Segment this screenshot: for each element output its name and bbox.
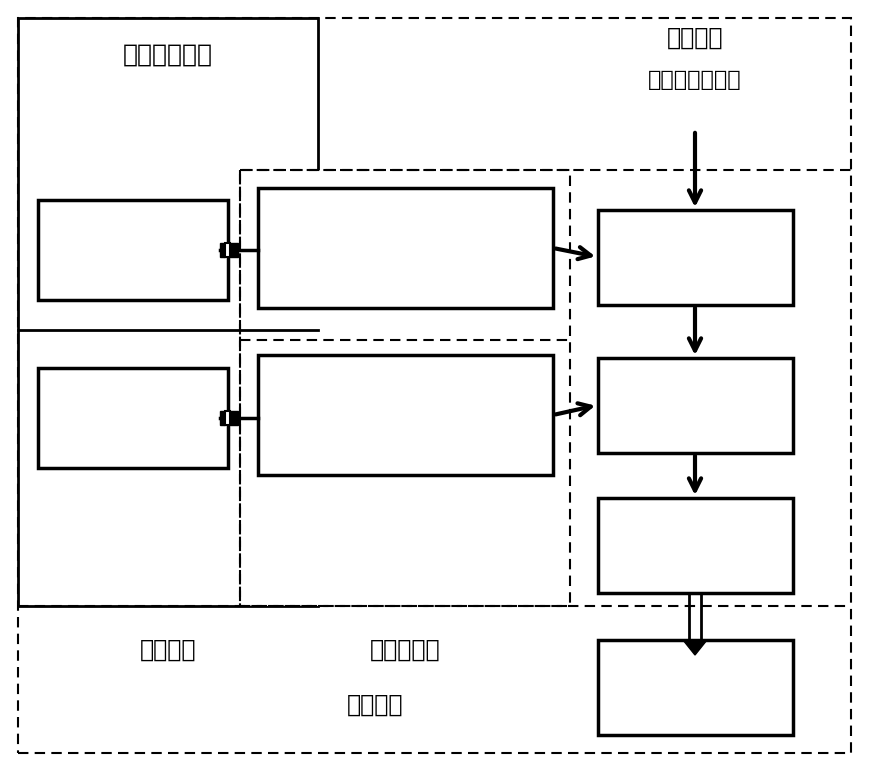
Bar xyxy=(598,210,793,305)
Bar xyxy=(598,358,793,453)
Text: 模糊判别: 模糊判别 xyxy=(666,534,726,558)
Bar xyxy=(220,243,225,257)
Bar xyxy=(220,411,225,425)
Bar xyxy=(225,411,230,425)
Bar xyxy=(240,170,570,606)
Text: 小波分解: 小波分解 xyxy=(379,225,432,245)
Text: 主导变量: 主导变量 xyxy=(347,693,403,717)
Text: 特征値提取: 特征値提取 xyxy=(372,422,439,442)
Bar xyxy=(38,200,228,300)
Bar xyxy=(598,498,793,593)
Bar xyxy=(258,355,553,475)
Text: 特征値提取: 特征値提取 xyxy=(372,255,439,275)
Text: 软测量模型: 软测量模型 xyxy=(369,638,441,662)
Bar xyxy=(225,243,230,257)
Bar xyxy=(258,188,553,308)
Bar xyxy=(38,368,228,468)
Bar xyxy=(598,640,793,735)
Bar xyxy=(230,243,238,257)
Text: 差压波动信号: 差压波动信号 xyxy=(123,43,213,67)
Text: 流　型: 流 型 xyxy=(673,676,718,700)
Bar xyxy=(18,18,318,606)
Text: 辅助变量: 辅助变量 xyxy=(140,638,196,662)
Text: 其他信号: 其他信号 xyxy=(667,26,723,50)
Text: 训练: 训练 xyxy=(680,245,711,269)
Text: （压力，流量）: （压力，流量） xyxy=(648,70,742,90)
Polygon shape xyxy=(683,640,707,655)
Text: 样本信号: 样本信号 xyxy=(106,240,160,260)
Text: 小波分解: 小波分解 xyxy=(379,392,432,412)
Text: 测量信号: 测量信号 xyxy=(106,408,160,428)
Text: 判别准则: 判别准则 xyxy=(666,393,726,417)
Bar xyxy=(230,411,238,425)
